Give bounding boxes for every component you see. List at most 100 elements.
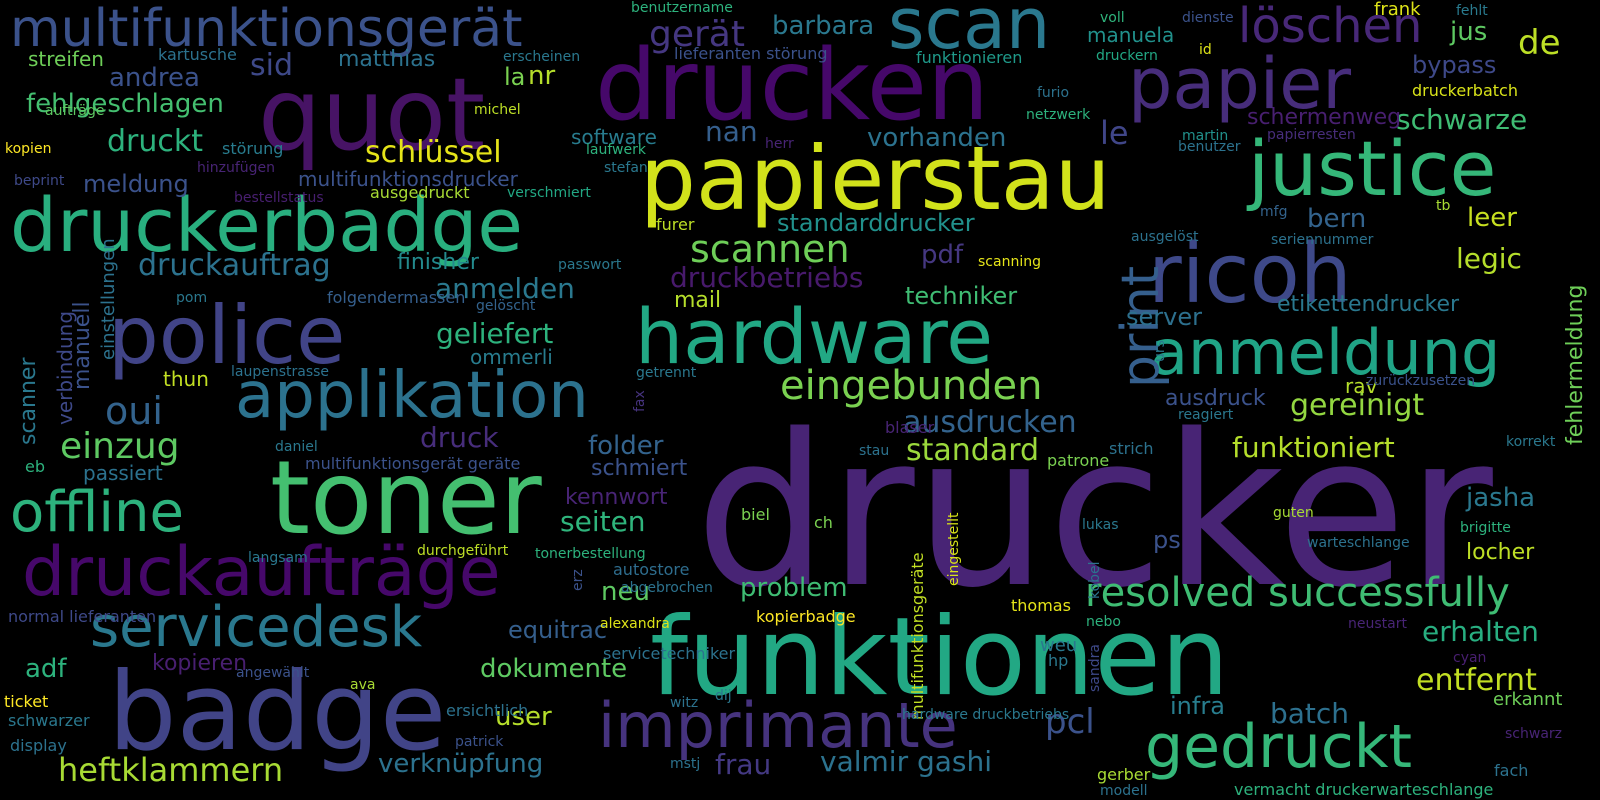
word-infra: infra <box>1170 691 1225 720</box>
word-geraet: gerät <box>649 14 745 56</box>
word-seriennummer: seriennummer <box>1271 231 1374 248</box>
word-servicetechniker: servicetechniker <box>603 644 736 664</box>
word-valmir-gashi: valmir gashi <box>820 744 993 778</box>
word-pcl: pcl <box>1045 701 1095 742</box>
word-benutzername: benutzername <box>631 0 733 16</box>
word-ausdrucken: ausdrucken <box>903 405 1077 440</box>
word-stau: stau <box>859 442 890 459</box>
word-ch: ch <box>814 513 833 533</box>
word-papierresten: papierresten <box>1267 126 1356 143</box>
word-sandra: sandra <box>1087 644 1103 692</box>
word-multifunktionsgeraet: multifunktionsgerät <box>10 0 523 60</box>
word-druckerbatch: druckerbatch <box>1412 81 1518 101</box>
word-druck: druck <box>420 420 499 454</box>
word-kobel: kobel <box>1087 561 1103 599</box>
word-schluessel: schlüssel <box>365 135 502 170</box>
word-laupenstrasse: laupenstrasse <box>231 363 330 380</box>
word-herr: herr <box>765 135 794 152</box>
word-loeschen: löschen <box>1238 0 1423 54</box>
word-software: software <box>571 125 657 149</box>
word-drucker: drucker <box>695 389 1493 634</box>
word-scanning: scanning <box>978 253 1041 270</box>
word-display: display <box>10 736 67 756</box>
word-verknuepfung: verknüpfung <box>378 749 544 780</box>
word-verschmiert: verschmiert <box>507 184 591 201</box>
word-schwarze: schwarze <box>1396 102 1528 136</box>
word-ommerli: ommerli <box>470 345 553 369</box>
word-druckt: druckt <box>107 124 204 159</box>
word-fehlgeschlagen: fehlgeschlagen <box>26 89 224 120</box>
word-dij: dij <box>715 687 732 704</box>
word-lukas: lukas <box>1082 516 1119 533</box>
word-scanner: scanner <box>16 357 41 445</box>
word-thun: thun <box>163 367 209 391</box>
word-ersichtlich: ersichtlich <box>446 701 529 721</box>
word-kennwort: kennwort <box>565 485 668 511</box>
word-einzug: einzug <box>60 426 180 468</box>
word-kartusche: kartusche <box>158 45 237 65</box>
word-benutzer: benutzer <box>1178 138 1241 155</box>
word-guten: guten <box>1273 504 1314 521</box>
word-justice: justice <box>1248 124 1497 214</box>
word-eingestellt: eingestellt <box>946 512 962 586</box>
word-schwarzer: schwarzer <box>8 711 90 731</box>
word-weu: weu <box>1040 634 1078 656</box>
word-ausdruck: ausdruck <box>1165 386 1266 412</box>
word-sid: sid <box>250 48 294 83</box>
word-matthias: matthias <box>338 47 436 73</box>
word-eb: eb <box>25 457 45 477</box>
word-nan: nan <box>705 114 758 148</box>
word-legic: legic <box>1456 241 1522 275</box>
word-auftraege: aufträge <box>45 102 105 119</box>
word-mstj: mstj <box>670 755 701 772</box>
word-pdf: pdf <box>921 240 964 271</box>
word-gedruckt: gedruckt <box>1145 712 1413 782</box>
word-getrennt: getrennt <box>636 364 697 381</box>
word-badge: badge <box>108 649 447 775</box>
word-user: user <box>495 702 552 733</box>
word-neu: neu <box>601 577 650 608</box>
word-neustart: neustart <box>1348 615 1407 632</box>
word-geliefert: geliefert <box>436 316 554 350</box>
word-hp: hp <box>1048 651 1069 671</box>
word-fehlt: fehlt <box>1456 2 1488 19</box>
word-lieferanten-stoerung: lieferanten störung <box>674 44 828 64</box>
word-problem: problem <box>740 573 848 604</box>
word-erkannt: erkannt <box>1493 688 1563 710</box>
word-techniker: techniker <box>905 281 1018 310</box>
word-batch: batch <box>1270 696 1350 730</box>
word-scannen: scannen <box>690 226 850 271</box>
word-anmelden: anmelden <box>435 271 575 305</box>
word-gereinigt: gereinigt <box>1290 388 1425 423</box>
word-daniel: daniel <box>275 438 318 455</box>
word-pom: pom <box>176 289 208 306</box>
word-anmeldung: anmeldung <box>1150 316 1501 390</box>
word-etikettendrucker: etikettendrucker <box>1277 292 1460 318</box>
word-rav: rav <box>1345 374 1378 398</box>
word-la: la <box>504 62 526 91</box>
word-resolved-successfully: resolved successfully <box>1085 570 1510 616</box>
word-manuela: manuela <box>1087 23 1175 47</box>
word-michel: michel <box>474 101 521 118</box>
word-kopien: kopien <box>5 140 52 157</box>
word-hardware: hardware <box>635 292 993 382</box>
word-dienste: dienste <box>1182 9 1234 26</box>
word-langsam: langsam <box>248 549 308 566</box>
word-furer: furer <box>656 215 695 235</box>
word-zurueckzusetzen: zurückzusetzen <box>1366 372 1476 389</box>
word-ava: ava <box>350 676 376 693</box>
word-fehlermeldung: fehlermeldung <box>1563 284 1588 445</box>
word-alexandra: alexandra <box>600 615 670 632</box>
word-kopierbadge: kopierbadge <box>756 607 856 627</box>
word-schmiert: schmiert <box>591 456 688 482</box>
word-jasha: jasha <box>1466 483 1536 514</box>
word-multifunktionsgeraete: multifunktionsgeräte <box>908 552 927 720</box>
word-bypass: bypass <box>1412 50 1497 79</box>
word-erhalten: erhalten <box>1422 614 1539 648</box>
word-geloescht: gelöscht <box>476 297 536 314</box>
word-bestellstatus: bestellstatus <box>234 189 324 206</box>
word-meldung: meldung <box>83 169 189 198</box>
word-passwort: passwort <box>558 256 622 273</box>
word-funktioniert: funktioniert <box>1232 430 1395 464</box>
